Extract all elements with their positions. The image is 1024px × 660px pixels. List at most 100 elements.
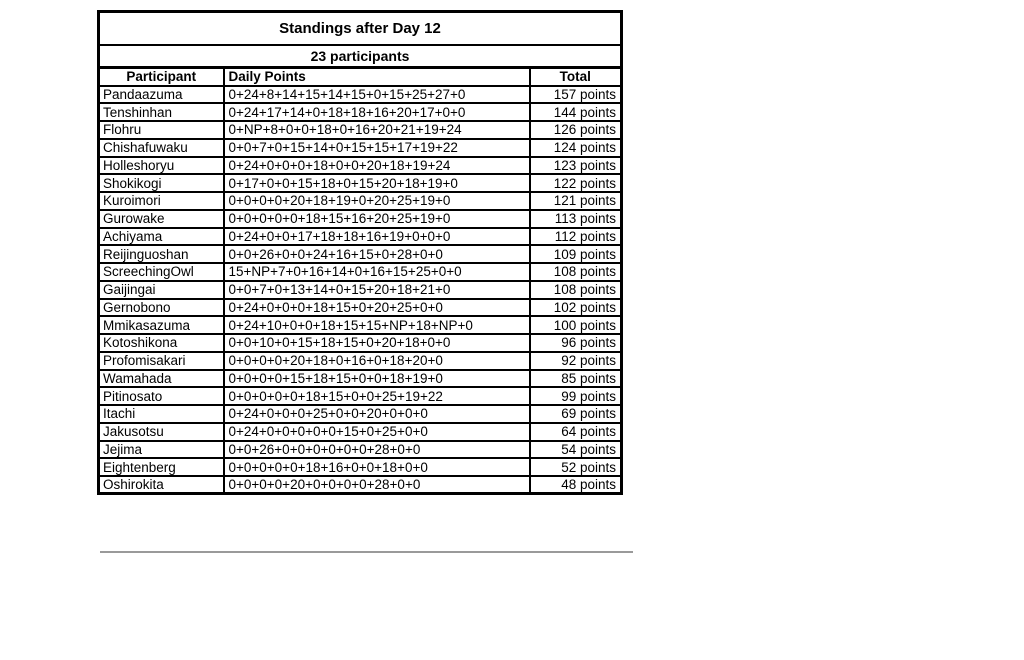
daily-points-cell: 0+0+7+0+13+14+0+15+20+18+21+0 — [222, 279, 531, 300]
standings-table-container: Standings after Day 12 23 participants P… — [97, 10, 623, 496]
total-cell: 157 points — [528, 84, 623, 105]
total-cell: 122 points — [528, 173, 623, 193]
participant-cell: Holleshoryu — [97, 155, 225, 176]
participant-cell: Gurowake — [97, 208, 225, 229]
total-cell: 124 points — [528, 137, 623, 158]
participant-cell: Mmikasazuma — [97, 315, 225, 335]
total-cell: 92 points — [528, 350, 623, 371]
table-row: Flohru 0+NP+8+0+0+18+0+16+20+21+19+24 12… — [97, 120, 623, 140]
total-cell: 121 points — [528, 191, 623, 211]
daily-points-cell: 0+0+0+0+20+18+19+0+20+25+19+0 — [222, 191, 531, 211]
table-row: Holleshoryu 0+24+0+0+0+18+0+0+20+18+19+2… — [97, 155, 623, 176]
table-row: Reijinguoshan 0+0+26+0+0+24+16+15+0+28+0… — [97, 244, 623, 264]
participants-count: 23 participants — [97, 43, 623, 69]
participant-cell: Flohru — [97, 120, 225, 140]
participant-cell: Wamahada — [97, 368, 225, 389]
participant-cell: ScreechingOwl — [97, 262, 225, 282]
daily-points-cell: 0+0+0+0+15+18+15+0+0+18+19+0 — [222, 368, 531, 389]
table-row: Profomisakari 0+0+0+0+20+18+0+16+0+18+20… — [97, 350, 623, 371]
table-row: ScreechingOwl 15+NP+7+0+16+14+0+16+15+25… — [97, 262, 623, 282]
total-cell: 52 points — [528, 457, 623, 477]
daily-points-cell: 15+NP+7+0+16+14+0+16+15+25+0+0 — [222, 262, 531, 282]
subtitle-row: 23 participants — [97, 43, 623, 69]
participant-cell: Pitinosato — [97, 386, 225, 406]
table-bottom-shadow — [100, 551, 633, 553]
daily-points-cell: 0+0+0+0+20+18+0+16+0+18+20+0 — [222, 350, 531, 371]
table-row: Oshirokita 0+0+0+0+20+0+0+0+0+28+0+0 48 … — [97, 475, 623, 495]
total-cell: 112 points — [528, 226, 623, 247]
table-row: Gurowake 0+0+0+0+0+18+15+16+20+25+19+0 1… — [97, 208, 623, 229]
total-cell: 126 points — [528, 120, 623, 140]
table-row: Chishafuwaku 0+0+7+0+15+14+0+15+15+17+19… — [97, 137, 623, 158]
daily-points-cell: 0+24+0+0+0+0+0+15+0+25+0+0 — [222, 421, 531, 442]
total-cell: 108 points — [528, 279, 623, 300]
total-cell: 99 points — [528, 386, 623, 406]
daily-points-cell: 0+0+0+0+20+0+0+0+0+28+0+0 — [222, 475, 531, 495]
participant-cell: Reijinguoshan — [97, 244, 225, 264]
table-row: Achiyama 0+24+0+0+17+18+18+16+19+0+0+0 1… — [97, 226, 623, 247]
total-cell: 64 points — [528, 421, 623, 442]
table-row: Shokikogi 0+17+0+0+15+18+0+15+20+18+19+0… — [97, 173, 623, 193]
daily-points-cell: 0+0+7+0+15+14+0+15+15+17+19+22 — [222, 137, 531, 158]
total-cell: 96 points — [528, 333, 623, 353]
daily-points-cell: 0+0+26+0+0+0+0+0+0+28+0+0 — [222, 439, 531, 460]
table-row: Kuroimori 0+0+0+0+20+18+19+0+20+25+19+0 … — [97, 191, 623, 211]
table-row: Jejima 0+0+26+0+0+0+0+0+0+28+0+0 54 poin… — [97, 439, 623, 460]
table-row: Itachi 0+24+0+0+0+25+0+0+20+0+0+0 69 poi… — [97, 404, 623, 424]
participant-cell: Profomisakari — [97, 350, 225, 371]
total-cell: 102 points — [528, 297, 623, 318]
daily-points-cell: 0+NP+8+0+0+18+0+16+20+21+19+24 — [222, 120, 531, 140]
total-cell: 69 points — [528, 404, 623, 424]
table-row: Jakusotsu 0+24+0+0+0+0+0+15+0+25+0+0 64 … — [97, 421, 623, 442]
table-row: Gaijingai 0+0+7+0+13+14+0+15+20+18+21+0 … — [97, 279, 623, 300]
daily-points-cell: 0+0+0+0+0+18+15+0+0+25+19+22 — [222, 386, 531, 406]
column-header-total: Total — [528, 66, 623, 87]
total-cell: 113 points — [528, 208, 623, 229]
daily-points-cell: 0+24+0+0+0+18+15+0+20+25+0+0 — [222, 297, 531, 318]
daily-points-cell: 0+24+17+14+0+18+18+16+20+17+0+0 — [222, 102, 531, 122]
table-row: Tenshinhan 0+24+17+14+0+18+18+16+20+17+0… — [97, 102, 623, 122]
participant-cell: Gernobono — [97, 297, 225, 318]
total-cell: 123 points — [528, 155, 623, 176]
table-row: Gernobono 0+24+0+0+0+18+15+0+20+25+0+0 1… — [97, 297, 623, 318]
participant-cell: Itachi — [97, 404, 225, 424]
participant-cell: Chishafuwaku — [97, 137, 225, 158]
table-row: Kotoshikona 0+0+10+0+15+18+15+0+20+18+0+… — [97, 333, 623, 353]
participant-cell: Oshirokita — [97, 475, 225, 495]
title-row: Standings after Day 12 — [97, 10, 623, 46]
participant-cell: Jejima — [97, 439, 225, 460]
table-row: Wamahada 0+0+0+0+15+18+15+0+0+18+19+0 85… — [97, 368, 623, 389]
daily-points-cell: 0+0+0+0+0+18+16+0+0+18+0+0 — [222, 457, 531, 477]
total-cell: 54 points — [528, 439, 623, 460]
participant-cell: Pandaazuma — [97, 84, 225, 105]
daily-points-cell: 0+24+10+0+0+18+15+15+NP+18+NP+0 — [222, 315, 531, 335]
participant-cell: Eightenberg — [97, 457, 225, 477]
column-header-participant: Participant — [97, 66, 225, 87]
table-row: Mmikasazuma 0+24+10+0+0+18+15+15+NP+18+N… — [97, 315, 623, 335]
total-cell: 48 points — [528, 475, 623, 495]
participant-cell: Shokikogi — [97, 173, 225, 193]
total-cell: 85 points — [528, 368, 623, 389]
table-row: Eightenberg 0+0+0+0+0+18+16+0+0+18+0+0 5… — [97, 457, 623, 477]
total-cell: 108 points — [528, 262, 623, 282]
table-row: Pandaazuma 0+24+8+14+15+14+15+0+15+25+27… — [97, 84, 623, 105]
participant-cell: Achiyama — [97, 226, 225, 247]
participant-cell: Jakusotsu — [97, 421, 225, 442]
table-title: Standings after Day 12 — [97, 10, 623, 46]
participant-cell: Kuroimori — [97, 191, 225, 211]
standings-tbody: Standings after Day 12 23 participants P… — [97, 10, 623, 495]
daily-points-cell: 0+24+0+0+17+18+18+16+19+0+0+0 — [222, 226, 531, 247]
daily-points-cell: 0+0+0+0+0+18+15+16+20+25+19+0 — [222, 208, 531, 229]
daily-points-cell: 0+24+0+0+0+18+0+0+20+18+19+24 — [222, 155, 531, 176]
participant-cell: Kotoshikona — [97, 333, 225, 353]
participant-cell: Gaijingai — [97, 279, 225, 300]
total-cell: 144 points — [528, 102, 623, 122]
daily-points-cell: 0+24+0+0+0+25+0+0+20+0+0+0 — [222, 404, 531, 424]
column-header-daily-points: Daily Points — [222, 66, 531, 87]
daily-points-cell: 0+0+10+0+15+18+15+0+20+18+0+0 — [222, 333, 531, 353]
participant-cell: Tenshinhan — [97, 102, 225, 122]
column-header-row: Participant Daily Points Total — [97, 66, 623, 87]
daily-points-cell: 0+17+0+0+15+18+0+15+20+18+19+0 — [222, 173, 531, 193]
daily-points-cell: 0+24+8+14+15+14+15+0+15+25+27+0 — [222, 84, 531, 105]
total-cell: 109 points — [528, 244, 623, 264]
